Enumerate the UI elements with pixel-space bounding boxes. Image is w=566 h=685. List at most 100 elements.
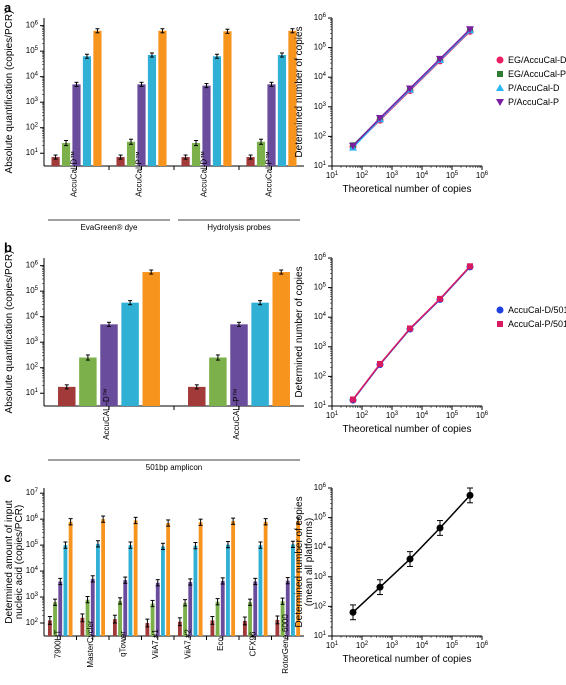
svg-text:104: 104: [416, 171, 429, 181]
svg-text:104: 104: [26, 71, 39, 81]
group-label: MasterCycler: [86, 620, 95, 667]
bar: [129, 545, 133, 636]
marker: [496, 84, 504, 91]
bar: [231, 521, 235, 636]
svg-text:102: 102: [314, 131, 327, 141]
y-axis-label: Absolute quantification (copies/PCR): [4, 11, 15, 174]
line-series: [353, 267, 470, 400]
svg-text:106: 106: [476, 641, 489, 651]
group-label: 7900HT: [53, 630, 62, 659]
group-label: Eco: [216, 637, 225, 651]
bar: [251, 303, 268, 406]
svg-text:103: 103: [386, 641, 399, 651]
marker: [350, 609, 357, 616]
svg-text:104: 104: [314, 542, 327, 552]
svg-text:104: 104: [314, 312, 327, 322]
bar: [213, 56, 221, 166]
svg-text:105: 105: [314, 512, 327, 522]
svg-text:101: 101: [326, 411, 339, 421]
group-label: RotorGene-6000: [281, 614, 290, 674]
marker: [437, 296, 443, 302]
group-label: CFX96: [248, 631, 257, 656]
bar: [248, 602, 252, 636]
svg-text:103: 103: [314, 571, 327, 581]
bar: [158, 31, 166, 166]
svg-text:105: 105: [26, 286, 39, 296]
svg-text:106: 106: [26, 20, 39, 30]
svg-text:103: 103: [314, 101, 327, 111]
svg-text:101: 101: [314, 631, 327, 641]
bar: [69, 522, 73, 636]
marker: [377, 361, 383, 367]
legend-label: AccuCal-P/501bp: [508, 319, 566, 329]
svg-text:102: 102: [26, 122, 39, 132]
svg-text:102: 102: [314, 371, 327, 381]
bar: [166, 523, 170, 636]
legend-label: P/AccuCal-D: [508, 83, 560, 93]
panel-label-c: c: [4, 470, 11, 485]
y-axis-label: Determined number of copies(mean all pla…: [294, 496, 315, 627]
bar: [93, 31, 101, 166]
super-group-label: EvaGreen® dye: [80, 223, 138, 232]
super-group-label: Hydrolysis probes: [207, 223, 271, 232]
svg-text:105: 105: [26, 46, 39, 56]
svg-text:106: 106: [26, 514, 39, 524]
svg-text:104: 104: [416, 641, 429, 651]
bar: [226, 545, 230, 636]
svg-text:106: 106: [314, 13, 327, 23]
svg-text:104: 104: [26, 566, 39, 576]
svg-text:102: 102: [26, 618, 39, 628]
svg-text:105: 105: [446, 411, 459, 421]
svg-text:106: 106: [476, 411, 489, 421]
x-axis-label: Theoretical number of copies: [343, 184, 472, 195]
marker: [467, 492, 474, 499]
group-label: AccuCal-D™: [70, 151, 79, 197]
bar: [58, 387, 75, 406]
bar: [118, 601, 122, 636]
bar: [272, 272, 289, 406]
bar: [188, 387, 205, 406]
marker: [407, 556, 414, 563]
marker: [437, 524, 444, 531]
svg-text:101: 101: [314, 401, 327, 411]
svg-text:105: 105: [314, 42, 327, 52]
bar: [79, 358, 96, 406]
svg-text:101: 101: [326, 171, 339, 181]
bar: [199, 522, 203, 636]
line-series: [353, 266, 470, 399]
group-label: ViiA7 #2: [183, 629, 192, 659]
svg-text:103: 103: [26, 592, 39, 602]
marker: [407, 325, 413, 331]
svg-text:102: 102: [356, 171, 369, 181]
legend-label: EG/AccuCal-D: [508, 55, 566, 65]
svg-text:101: 101: [314, 161, 327, 171]
svg-text:101: 101: [26, 148, 39, 158]
bar: [101, 519, 105, 636]
bar: [264, 522, 268, 636]
marker: [496, 99, 504, 106]
svg-text:105: 105: [314, 282, 327, 292]
group-label: AccuCAL–P™: [232, 388, 241, 439]
group-label: AccuCal-P™: [265, 151, 274, 197]
bar: [156, 583, 160, 636]
bar: [96, 544, 100, 636]
bar: [83, 56, 91, 166]
group-label: ViiA7 #1: [151, 629, 160, 659]
svg-text:102: 102: [314, 601, 327, 611]
svg-text:103: 103: [386, 411, 399, 421]
svg-text:105: 105: [446, 171, 459, 181]
bar: [134, 520, 138, 636]
legend-label: P/AccuCal-P: [508, 97, 559, 107]
marker: [497, 57, 504, 64]
svg-text:106: 106: [26, 260, 39, 270]
svg-text:106: 106: [476, 171, 489, 181]
svg-text:102: 102: [26, 362, 39, 372]
svg-text:102: 102: [356, 411, 369, 421]
bar: [161, 546, 165, 636]
marker: [467, 263, 473, 269]
svg-text:106: 106: [314, 483, 327, 493]
line-series: [353, 495, 470, 612]
group-label: AccuCal-P™: [135, 151, 144, 197]
bar: [209, 358, 226, 406]
svg-text:105: 105: [446, 641, 459, 651]
